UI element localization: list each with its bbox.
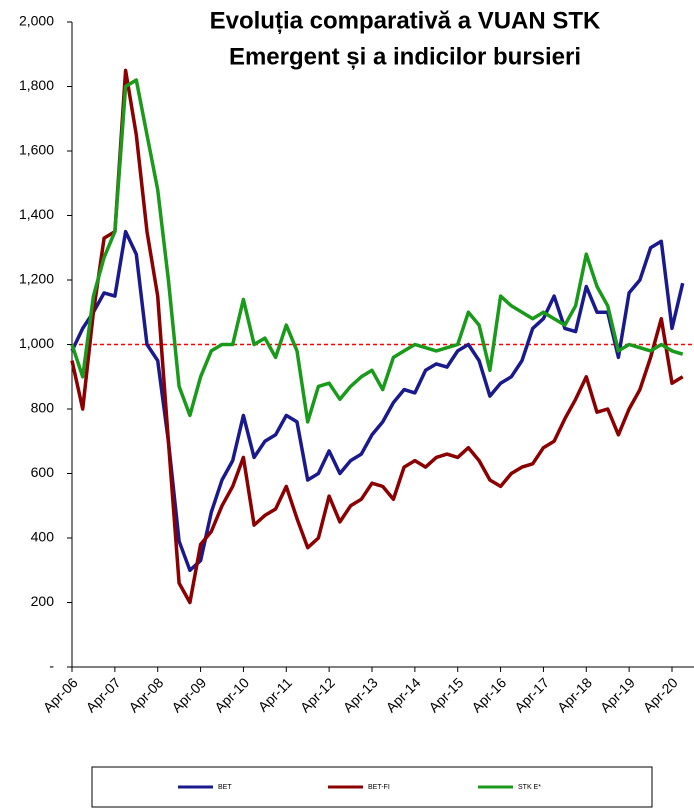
line-series [70, 78, 684, 424]
y-tick-label: 800 [31, 400, 55, 416]
x-tick-label: Apr-06 [40, 674, 81, 715]
x-tick-label: Apr-10 [211, 674, 252, 715]
y-tick-label: 600 [31, 464, 55, 480]
legend-label: BET [218, 784, 232, 791]
y-tick-label: 1,600 [19, 142, 54, 158]
y-tick-label: 1,000 [19, 335, 54, 351]
x-tick-label: Apr-08 [125, 674, 166, 715]
legend-label: STK E* [518, 784, 541, 791]
line-series [70, 229, 685, 573]
x-tick-label: Apr-07 [83, 674, 124, 715]
x-tick-label: Apr-19 [597, 674, 638, 715]
y-tick-label: - [49, 658, 54, 674]
y-tick-label: 1,200 [19, 271, 54, 287]
legend-label: BET-FI [368, 784, 390, 791]
x-tick-label: Apr-11 [255, 674, 295, 714]
line-series [70, 68, 684, 605]
y-tick-label: 200 [31, 593, 55, 609]
y-tick-label: 1,800 [19, 77, 54, 93]
x-tick-label: Apr-14 [383, 674, 424, 715]
x-tick-label: Apr-09 [168, 674, 209, 715]
chart-title: Evoluția comparativă a VUAN STK [210, 7, 601, 34]
x-tick-label: Apr-15 [425, 674, 466, 715]
x-tick-label: Apr-12 [297, 674, 338, 715]
y-tick-label: 2,000 [19, 13, 54, 29]
x-tick-label: Apr-13 [340, 674, 381, 715]
chart-title: Emergent și a indicilor bursieri [229, 43, 581, 70]
x-tick-label: Apr-20 [640, 674, 681, 715]
y-tick-label: 1,400 [19, 206, 54, 222]
y-tick-label: 400 [31, 529, 55, 545]
x-tick-label: Apr-18 [554, 674, 595, 715]
x-tick-label: Apr-16 [468, 674, 509, 715]
x-tick-label: Apr-17 [511, 674, 552, 715]
